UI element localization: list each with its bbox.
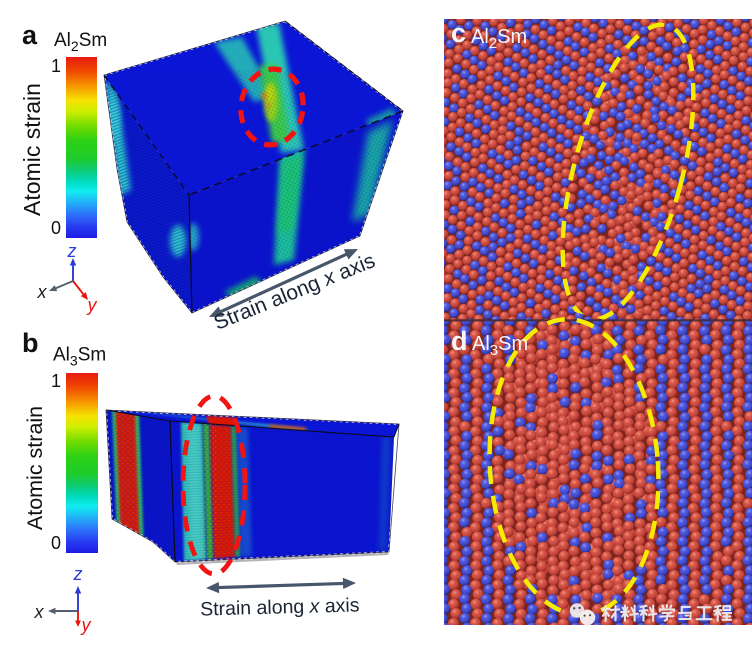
svg-text:y: y	[86, 295, 98, 315]
svg-text:x: x	[34, 602, 45, 622]
svg-text:0: 0	[51, 218, 61, 238]
svg-text:Al2Sm: Al2Sm	[471, 26, 527, 52]
svg-text:1: 1	[51, 371, 61, 391]
svg-text:1: 1	[51, 56, 61, 76]
svg-text:y: y	[80, 615, 92, 635]
svg-text:b: b	[22, 328, 39, 358]
svg-text:a: a	[22, 20, 38, 50]
svg-text:Al3Sm: Al3Sm	[53, 345, 106, 369]
svg-text:0: 0	[51, 533, 61, 553]
svg-text:d: d	[451, 326, 468, 356]
svg-text:Strain along x axis: Strain along x axis	[200, 594, 360, 620]
svg-text:Al3Sm: Al3Sm	[472, 333, 528, 359]
svg-text:z: z	[73, 564, 83, 584]
svg-text:Atomic strain: Atomic strain	[19, 83, 45, 216]
svg-text:c: c	[451, 18, 466, 48]
svg-text:Atomic strain: Atomic strain	[23, 406, 47, 530]
svg-text:z: z	[67, 241, 77, 261]
svg-text:x: x	[37, 282, 48, 302]
svg-text:Al2Sm: Al2Sm	[54, 30, 107, 54]
